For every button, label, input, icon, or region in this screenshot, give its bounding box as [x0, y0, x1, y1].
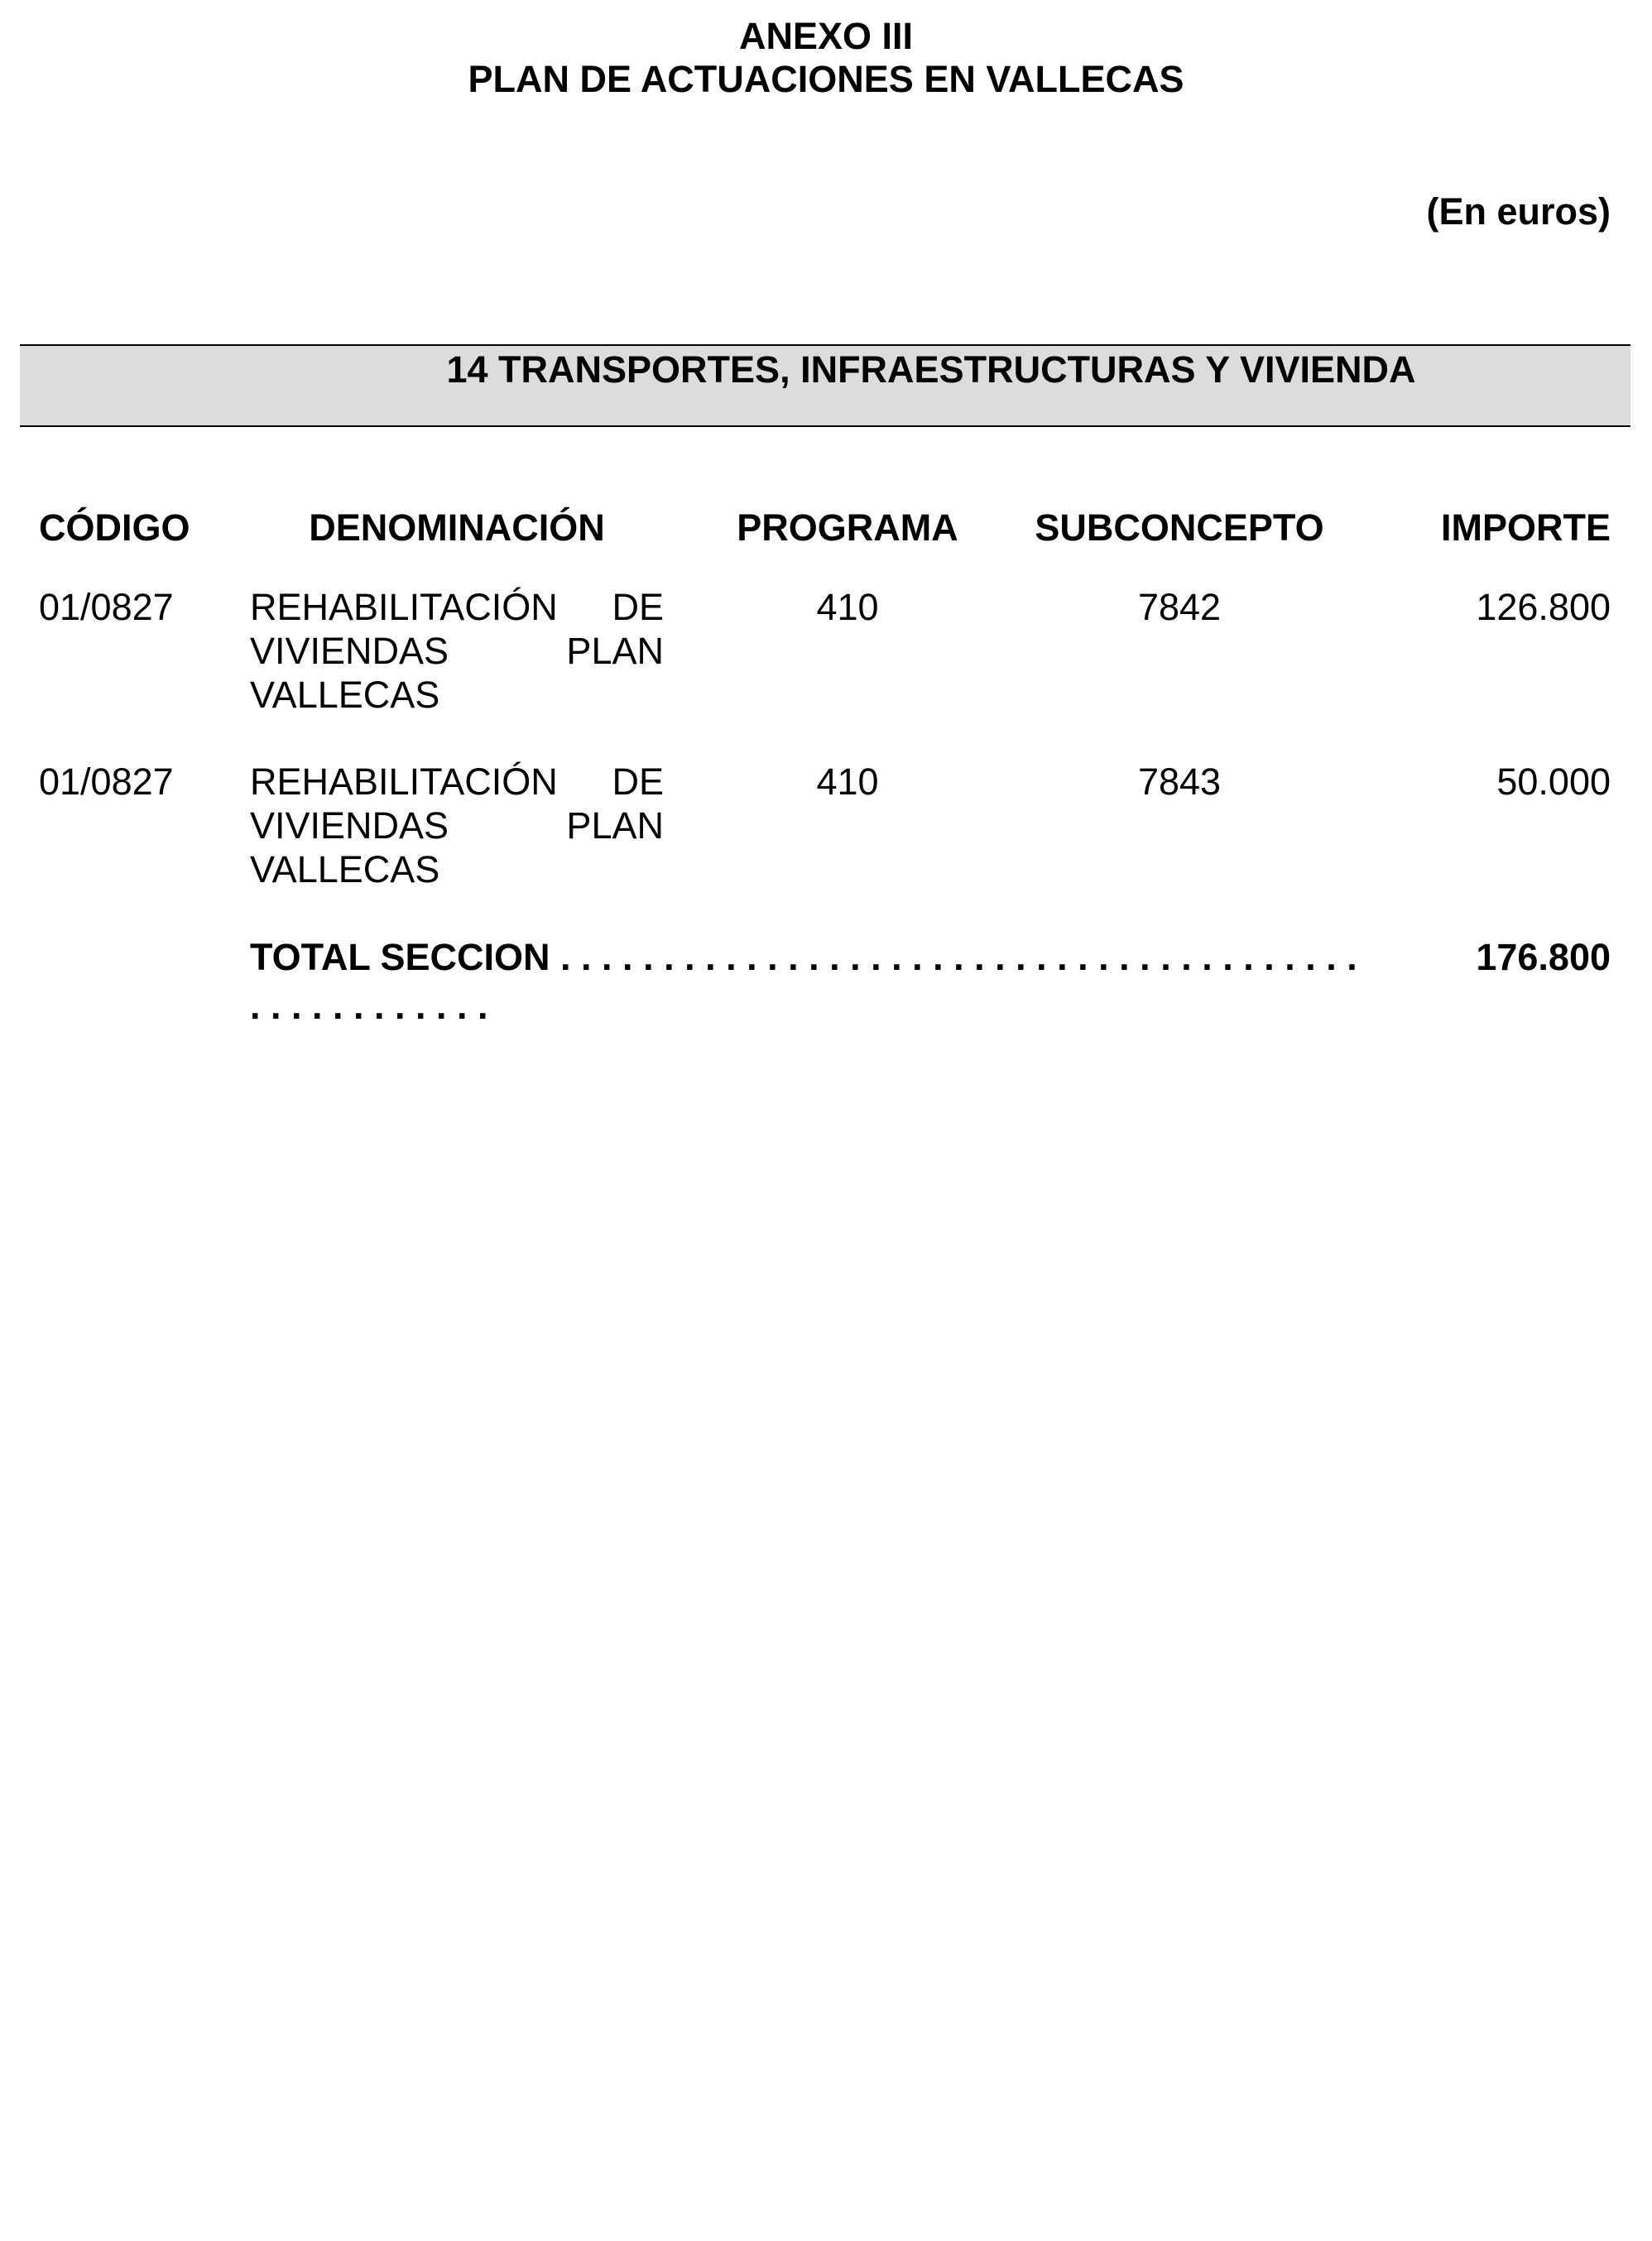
row-denominacion: REHABILITACIÓN DE VIVIENDAS PLAN VALLECA… [250, 761, 664, 890]
row-importe: 126.800 [1476, 586, 1611, 628]
currency-note: (En euros) [1426, 190, 1611, 233]
row-programa: 410 [816, 586, 879, 628]
section-title: 14 TRANSPORTES, INFRAESTRUCTURAS Y VIVIE… [446, 348, 1416, 391]
row-codigo: 01/0827 [39, 761, 174, 803]
row-subconcepto: 7842 [1137, 586, 1222, 628]
column-header-importe: IMPORTE [1440, 506, 1611, 549]
row-programa: 410 [816, 761, 879, 803]
row-codigo: 01/0827 [39, 586, 174, 628]
section-band [20, 344, 1630, 427]
total-value: 176.800 [1476, 936, 1611, 978]
column-header-programa: PROGRAMA [737, 506, 958, 549]
column-header-subconcepto: SUBCONCEPTO [1035, 506, 1324, 549]
total-leader-dots-continued: . . . . . . . . . . . . [250, 985, 488, 1027]
document-title: PLAN DE ACTUACIONES EN VALLECAS [468, 58, 1184, 100]
column-header-denominacion: DENOMINACIÓN [309, 506, 605, 549]
annex-number: ANEXO III [738, 15, 914, 57]
total-label: TOTAL SECCION [250, 936, 550, 978]
row-subconcepto: 7843 [1137, 761, 1222, 803]
total-leader-dots: . . . . . . . . . . . . . . . . . . . . … [560, 936, 1357, 978]
row-denominacion: REHABILITACIÓN DE VIVIENDAS PLAN VALLECA… [250, 586, 664, 716]
column-header-codigo: CÓDIGO [39, 506, 190, 549]
total-label-line: TOTAL SECCION . . . . . . . . . . . . . … [250, 935, 1357, 979]
row-importe: 50.000 [1496, 761, 1611, 803]
